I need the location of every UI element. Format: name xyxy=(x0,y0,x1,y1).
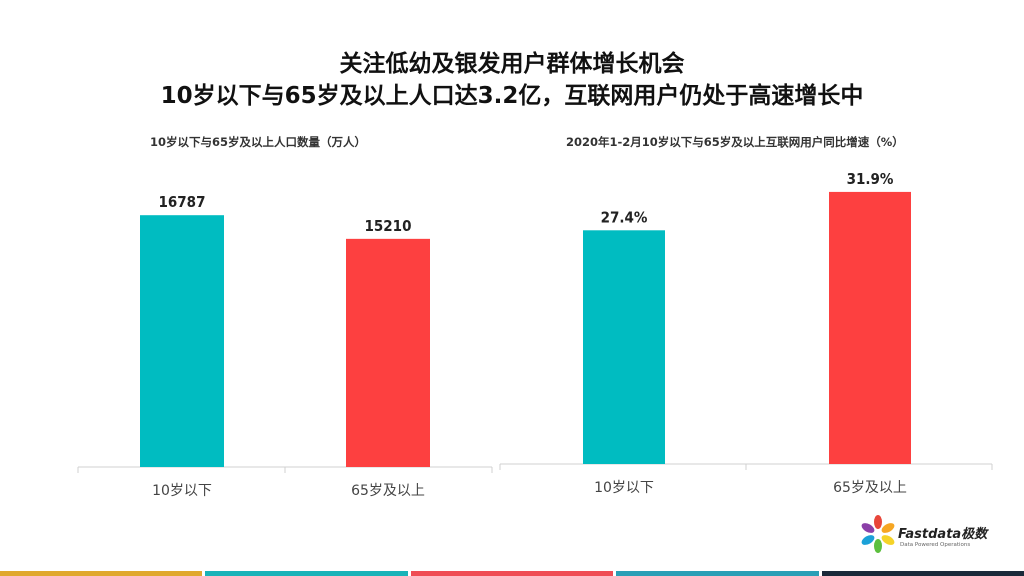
right-bar xyxy=(829,191,911,465)
footer-color-segment xyxy=(616,571,819,576)
right-category-label: 10岁以下 xyxy=(594,480,654,496)
right-category-label: 65岁及以上 xyxy=(833,480,907,496)
left-bar xyxy=(346,238,430,467)
page-title-line2: 10岁以下与65岁及以上人口达3.2亿，互联网用户仍处于高速增长中 xyxy=(160,83,864,109)
footer-color-segment xyxy=(205,571,408,576)
logo-tagline: Data Powered Operations xyxy=(900,542,971,548)
footer-color-strip xyxy=(0,571,1024,576)
left-bar-value-label: 15210 xyxy=(365,217,412,235)
page-title-line1: 关注低幼及银发用户群体增长机会 xyxy=(339,51,685,77)
logo-brand: Fastdata极数 xyxy=(898,527,988,542)
left-bar xyxy=(140,215,224,467)
right-bar-value-label: 27.4% xyxy=(601,208,648,226)
right-bar-value-label: 31.9% xyxy=(847,170,894,188)
right-chart-title: 2020年1-2月10岁以下与65岁及以上互联网用户同比增速（%） xyxy=(566,135,904,149)
footer-color-segment xyxy=(821,571,1024,576)
flower-logo-icon xyxy=(861,515,895,553)
right-bar xyxy=(583,230,665,464)
footer-color-segment xyxy=(410,571,614,576)
left-category-label: 10岁以下 xyxy=(152,483,212,499)
left-bar-value-label: 16787 xyxy=(159,193,206,211)
fastdata-logo: Fastdata极数 Data Powered Operations xyxy=(860,514,1010,562)
left-category-label: 65岁及以上 xyxy=(351,483,425,499)
left-chart-title: 10岁以下与65岁及以上人口数量（万人） xyxy=(150,135,367,149)
footer-color-segment xyxy=(0,571,203,576)
